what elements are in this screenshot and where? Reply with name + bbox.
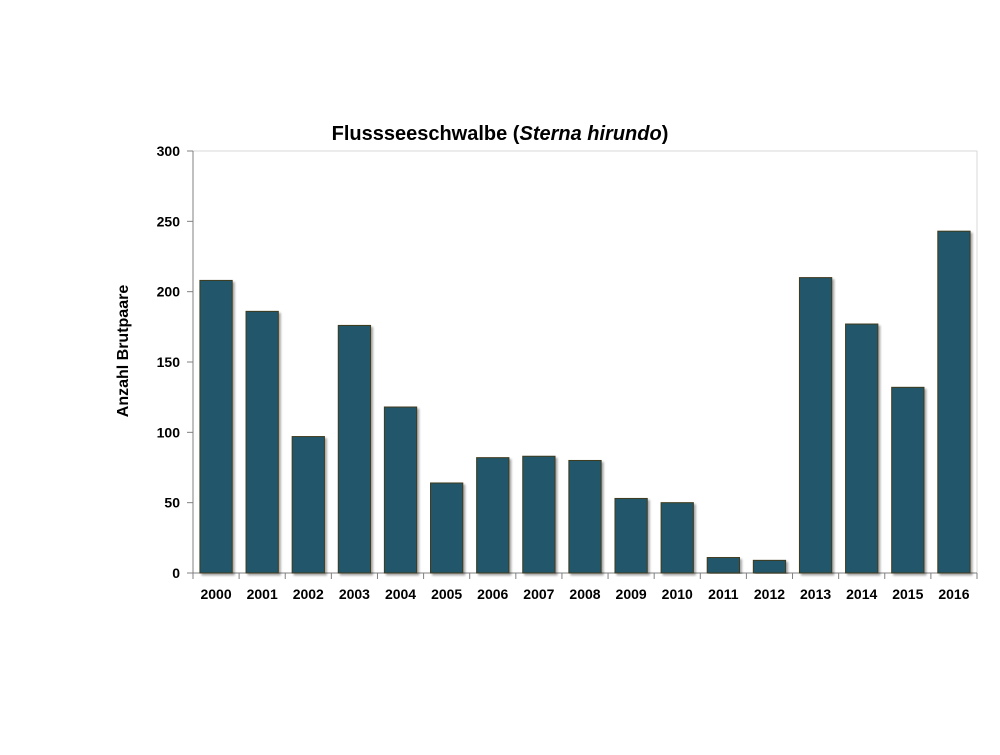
x-tick-label: 2011 xyxy=(708,586,739,602)
y-axis-title: Anzahl Brutpaare xyxy=(115,285,132,418)
bar-2000 xyxy=(199,279,233,574)
y-tick-label: 50 xyxy=(164,495,180,511)
chart-title-end: ) xyxy=(662,123,669,145)
bar-2012 xyxy=(752,559,787,574)
bar-2016 xyxy=(937,230,971,574)
bar-2005 xyxy=(430,482,464,574)
x-tick-label: 2007 xyxy=(523,586,554,602)
bar-2006 xyxy=(476,457,510,574)
y-tick-label: 200 xyxy=(157,284,181,300)
x-tick-label: 2003 xyxy=(339,586,370,602)
bar-2010 xyxy=(660,502,694,574)
x-tick-label: 2014 xyxy=(846,586,877,602)
x-tick-label: 2000 xyxy=(200,586,231,602)
bar-2007 xyxy=(522,455,556,574)
y-tick-label: 300 xyxy=(157,143,181,159)
x-tick-label: 2016 xyxy=(938,586,969,602)
bar-2011 xyxy=(706,557,740,574)
y-tick-label: 0 xyxy=(172,565,180,581)
bar-2001 xyxy=(245,310,279,574)
bar-series xyxy=(199,230,971,574)
x-tick-label: 2005 xyxy=(431,586,462,602)
bar-2004 xyxy=(383,406,418,574)
x-tick-label: 2012 xyxy=(754,586,785,602)
bar-2008 xyxy=(568,459,602,574)
x-tick-label: 2002 xyxy=(293,586,324,602)
bar-2002 xyxy=(291,436,325,574)
bar-2013 xyxy=(798,277,833,574)
bar-2003 xyxy=(337,324,372,574)
x-tick-label: 2015 xyxy=(892,586,923,602)
y-tick-label: 250 xyxy=(157,213,181,229)
chart-title: Flussseeschwalbe (Sterna hirundo) xyxy=(332,123,669,145)
x-tick-label: 2009 xyxy=(616,586,647,602)
x-tick-label: 2010 xyxy=(662,586,693,602)
y-tick-label: 150 xyxy=(157,354,181,370)
chart-title-main: Flussseeschwalbe ( xyxy=(332,123,520,145)
x-tick-label: 2006 xyxy=(477,586,508,602)
x-tick-label: 2008 xyxy=(569,586,600,602)
y-tick-label: 100 xyxy=(157,424,181,440)
chart-title-species: Sterna hirundo xyxy=(519,123,661,145)
x-tick-label: 2004 xyxy=(385,586,416,602)
bar-2009 xyxy=(614,497,648,574)
y-axis: 0 50 100 150 200 250 300 xyxy=(157,143,194,581)
x-tick-label: 2013 xyxy=(800,586,831,602)
x-tick-label: 2001 xyxy=(247,586,278,602)
x-axis: 2000 2001 2002 2003 2004 2005 2006 2007 2008 2009… xyxy=(192,572,978,602)
bar-2014 xyxy=(845,323,879,574)
bar-2015 xyxy=(891,386,925,574)
